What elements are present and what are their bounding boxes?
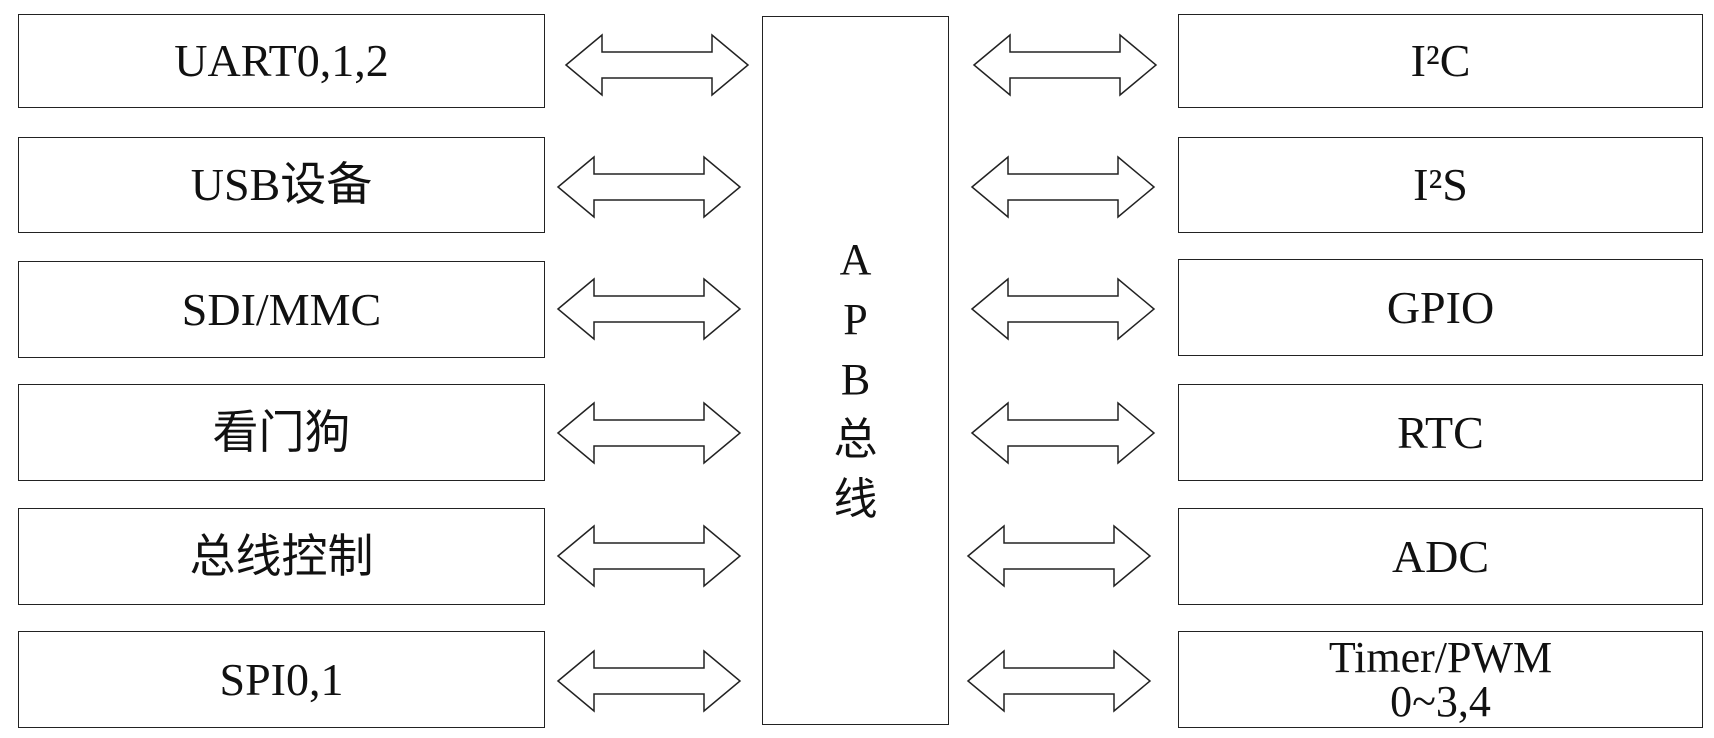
apb-bus-label-char: B — [840, 355, 871, 404]
module-gpio-label: GPIO — [1386, 281, 1495, 333]
apb-bus-label-char: 线 — [833, 475, 878, 524]
double-arrow-icon — [966, 524, 1152, 588]
double-arrow-icon — [970, 155, 1156, 219]
double-arrow-icon — [970, 401, 1156, 465]
apb-bus-label: A P B 总 线 — [763, 230, 948, 530]
module-sdi-mmc: SDI/MMC — [18, 261, 545, 358]
module-rtc: RTC — [1178, 384, 1703, 481]
module-watchdog-label: 看门狗 — [212, 406, 351, 458]
module-spi-label: SPI0,1 — [219, 653, 344, 705]
double-arrow-icon — [556, 277, 742, 341]
module-bus-control-label: 总线控制 — [189, 530, 374, 582]
module-i2s: I²S — [1178, 137, 1703, 233]
module-rtc-label: RTC — [1397, 406, 1484, 458]
apb-bus-label-char: P — [843, 295, 868, 344]
module-uart: UART0,1,2 — [18, 14, 545, 108]
apb-bus: A P B 总 线 — [762, 16, 949, 725]
module-i2c: I²C — [1178, 14, 1703, 108]
module-i2s-label: I²S — [1413, 159, 1468, 210]
module-i2c-label: I²C — [1410, 35, 1471, 86]
module-timer-pwm-label: Timer/PWM — [1328, 632, 1553, 682]
module-spi: SPI0,1 — [18, 631, 545, 728]
apb-bus-label-char: 总 — [833, 415, 878, 464]
module-sdi-mmc-label: SDI/MMC — [181, 283, 382, 335]
module-adc: ADC — [1178, 508, 1703, 605]
module-timer-pwm: Timer/PWM 0~3,4 — [1178, 631, 1703, 728]
module-uart-label: UART0,1,2 — [174, 35, 389, 86]
double-arrow-icon — [564, 33, 750, 97]
apb-bus-label-char: A — [839, 235, 872, 284]
double-arrow-icon — [556, 524, 742, 588]
double-arrow-icon — [972, 33, 1158, 97]
double-arrow-icon — [966, 649, 1152, 713]
module-gpio: GPIO — [1178, 259, 1703, 356]
module-timer-pwm-label-line2: 0~3,4 — [1390, 676, 1491, 726]
module-adc-label: ADC — [1391, 530, 1490, 582]
module-watchdog: 看门狗 — [18, 384, 545, 481]
double-arrow-icon — [556, 401, 742, 465]
double-arrow-icon — [970, 277, 1156, 341]
module-usb-device-label: USB设备 — [190, 159, 373, 210]
module-bus-control: 总线控制 — [18, 508, 545, 605]
module-usb-device: USB设备 — [18, 137, 545, 233]
double-arrow-icon — [556, 649, 742, 713]
double-arrow-icon — [556, 155, 742, 219]
